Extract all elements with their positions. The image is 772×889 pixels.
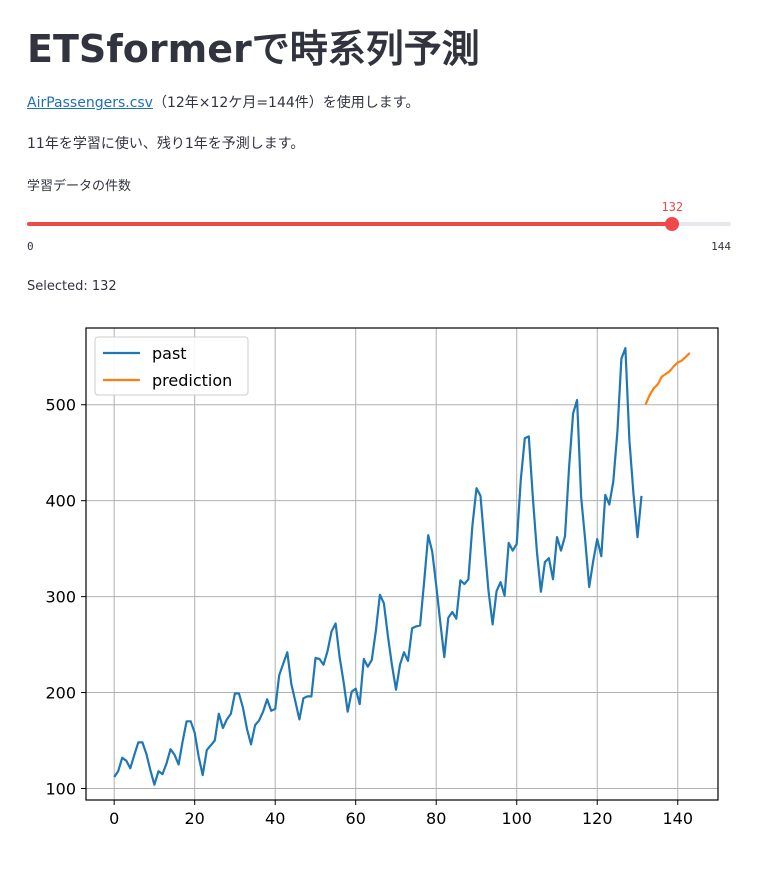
x-tick-label: 100 — [501, 809, 532, 828]
x-tick-label: 0 — [109, 809, 119, 828]
x-tick-label: 60 — [346, 809, 366, 828]
y-tick-label: 500 — [45, 396, 76, 415]
slider-thumb[interactable] — [665, 217, 680, 231]
legend-label-prediction: prediction — [152, 371, 232, 390]
forecast-line-chart: 0 20 40 60 80 100 120 140 100 200 300 400 500 past pre… — [45, 327, 719, 828]
page-title: ETSformerで時系列予測 — [27, 27, 480, 71]
description-paragraph: 11年を学習に使い、残り1年を予測します。 — [27, 136, 305, 152]
slider-value-label: 132 — [661, 200, 684, 214]
y-tick-label: 100 — [45, 779, 76, 798]
series-line-prediction — [644, 352, 691, 406]
x-tick-label: 80 — [426, 809, 446, 828]
training-count-slider[interactable]: 132 0 144 — [27, 200, 731, 253]
x-tick-label: 40 — [265, 809, 285, 828]
csv-link[interactable]: AirPassengers.csv — [27, 95, 153, 111]
x-tick-label: 140 — [662, 809, 693, 828]
legend-label-past: past — [152, 344, 187, 363]
plot-frame — [85, 327, 719, 801]
selected-value-text: Selected: 132 — [27, 279, 117, 294]
slider-max-label: 144 — [711, 240, 731, 253]
y-tick-label: 200 — [45, 684, 76, 703]
y-tick-label: 300 — [45, 588, 76, 607]
x-tick-label: 20 — [185, 809, 205, 828]
series-line-past — [113, 346, 643, 786]
slider-track-fill[interactable] — [27, 222, 673, 226]
x-tick-label: 120 — [582, 809, 613, 828]
slider-label: 学習データの件数 — [27, 179, 132, 194]
intro-paragraph: AirPassengers.csv（12年×12ケ月=144件）を使用します。 — [27, 92, 419, 112]
intro-suffix: （12年×12ケ月=144件）を使用します。 — [152, 95, 420, 111]
y-tick-label: 400 — [45, 492, 76, 511]
slider-min-label: 0 — [27, 240, 34, 253]
